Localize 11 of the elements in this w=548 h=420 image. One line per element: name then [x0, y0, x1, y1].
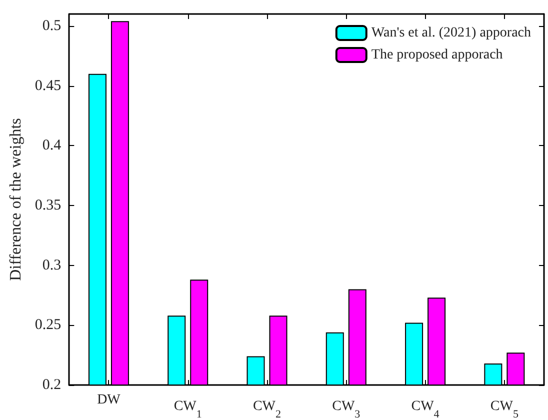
legend-label: Wan's et al. (2021) apporach [371, 26, 532, 40]
y-tick-label: 0.4 [42, 138, 62, 154]
y-axis-title: Difference of the weights [8, 118, 24, 281]
x-tick-label: DW [97, 392, 122, 408]
y-tick-label: 0.25 [34, 317, 62, 334]
y-tick-label: 0.45 [34, 78, 62, 94]
y-tick-label: 0.5 [42, 18, 62, 34]
y-tick-label: 0.2 [42, 377, 62, 393]
y-tick-label: 0.3 [42, 257, 62, 274]
y-tick-label: 0.35 [34, 197, 62, 214]
legend-label: The proposed apporach [371, 48, 503, 62]
